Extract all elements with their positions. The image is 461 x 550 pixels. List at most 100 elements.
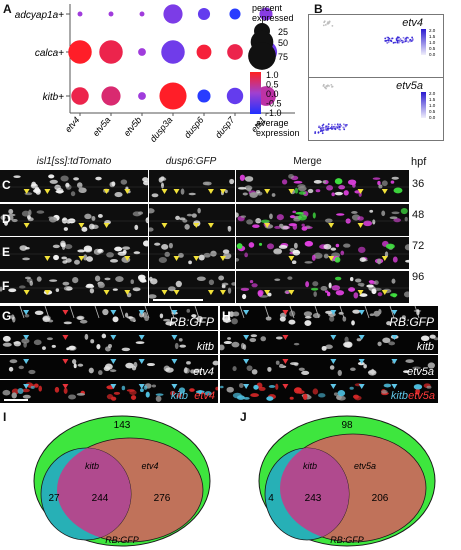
cell-blob [13,340,21,346]
cell-blob [377,291,383,296]
cell-blob [129,389,137,395]
cell-blob [42,316,51,323]
merge-label-b: etv5a [408,390,435,402]
cell-blob [81,226,88,232]
cell-blob [377,341,382,346]
arrowhead-marker [381,289,388,295]
cell-blob [325,310,333,314]
axon-projection [339,306,345,319]
cell-blob [307,188,314,194]
arrowhead-marker [330,359,337,364]
cell-blob [48,215,55,219]
cell-blob [426,385,432,389]
cell-blob [322,180,327,184]
cell-blob [311,254,316,261]
cell-blob [223,252,232,260]
cell-point [327,22,330,25]
cell-blob [383,383,392,387]
cell-blob [260,335,267,341]
cell-blob [305,280,310,287]
cell-blob [334,256,341,263]
cell-blob [11,218,18,222]
size-legend-title: expressed [252,13,294,23]
cell-blob [197,207,201,213]
cell-blob [122,249,127,255]
arrowhead-marker [171,310,178,315]
cell-point [331,24,334,27]
cell-blob [72,359,77,365]
cell-blob [265,316,272,321]
micrograph-g-row-2: etv4 [0,355,218,379]
cell-blob [293,180,303,184]
cell-blob [8,287,17,292]
cell-blob [2,342,12,347]
cell-blob [168,242,173,249]
cell-blob [369,209,374,213]
cell-point [322,123,325,126]
arrowhead-marker [358,310,365,315]
cell-blob [268,384,276,388]
cell-blob [86,256,94,262]
micrograph-h-row-1: kitb [220,330,438,354]
cell-blob [238,382,244,388]
cell-point [325,125,328,128]
cell-blob [312,387,319,395]
arrowhead-marker [358,359,365,364]
cell-blob [244,252,248,258]
cell-blob [142,177,148,182]
cell-blob [378,184,383,189]
cell-point [398,40,401,43]
cell-point [387,39,389,42]
cell-point [323,20,326,23]
category-label: etv5b [122,115,144,138]
axon-projection [169,306,175,319]
cell-point [410,40,413,42]
cell-blob [320,285,328,291]
cell-blob [389,215,398,219]
channel-label: kitb [416,341,434,353]
cell-blob [246,218,254,225]
cell-blob [292,210,297,213]
cell-blob [289,396,294,400]
arrowhead-marker [171,383,178,389]
cell-blob [363,220,373,226]
cell-point [325,87,327,90]
cell-blob [227,225,232,232]
venn-label-overlap: 244 [92,493,109,504]
cell-blob [313,290,317,297]
dot-adcyap1a-dusp3a [163,4,183,24]
cell-blob [151,383,157,387]
cell-point [407,41,410,43]
size-legend-title: percent [252,3,283,13]
merge-label-a: kitb [170,390,188,402]
cell-blob [21,210,30,217]
cell-blob [191,314,197,318]
cell-blob [220,385,224,388]
color-legend-label: 0.0 [266,89,279,99]
micrograph-c-0: C [0,170,148,202]
cell-blob [416,309,420,316]
panel-label-c: C [2,178,11,192]
cell-blob [218,275,225,281]
cell-blob [351,210,358,214]
axon-projection [94,306,100,319]
arrowhead-marker [44,256,51,261]
cell-blob [210,250,217,257]
arrowhead-marker [330,310,337,315]
arrowhead-marker [124,189,131,194]
micrograph-c-2 [236,170,409,202]
cell-point [391,37,394,40]
cell-blob [196,275,206,281]
cell-point [334,127,336,130]
cell-blob [115,275,124,282]
cell-blob [258,386,266,391]
cell-blob [94,274,101,281]
cell-blob [204,390,212,396]
time-point-72: 72 [412,240,425,252]
feature-scale-label: 2.0 [429,91,436,96]
feature-scale-bar [421,92,426,118]
arrowhead-marker [330,383,337,389]
cell-blob [114,246,123,252]
cell-blob [278,244,288,249]
cell-blob [112,316,119,323]
